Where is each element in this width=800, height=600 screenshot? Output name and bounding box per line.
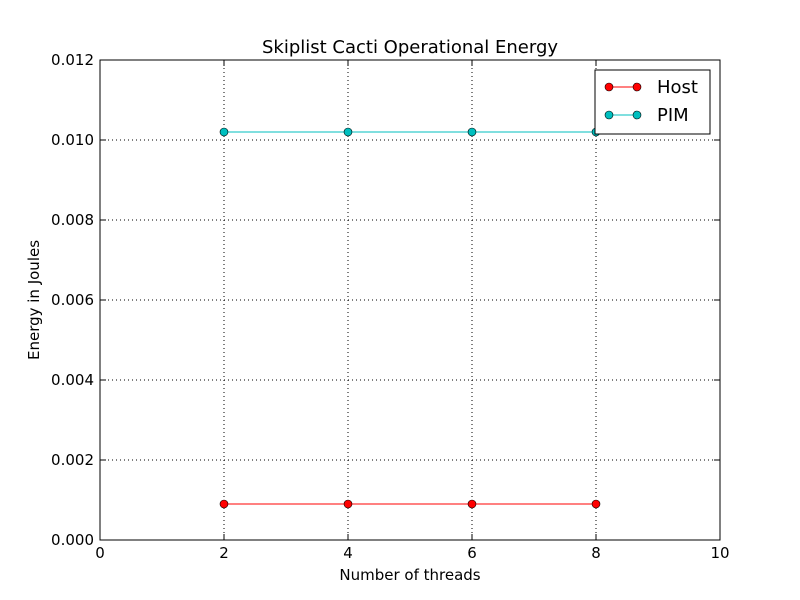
data-point-host <box>219 499 229 509</box>
x-tick-label: 6 <box>467 544 477 562</box>
legend-marker-host <box>632 82 642 92</box>
legend: Host PIM <box>594 69 711 135</box>
grid-lines <box>100 60 720 540</box>
y-tick-label: 0.012 <box>51 51 94 69</box>
x-tick-label: 8 <box>591 544 601 562</box>
axis-ticks: 0 2 4 6 8 10 0.000 0.002 0.004 0.006 0.008 0.010 0.0… <box>51 51 730 562</box>
data-point-host <box>467 499 477 509</box>
y-tick-label: 0.002 <box>51 451 94 469</box>
series-layer <box>219 127 601 509</box>
data-point-host <box>343 499 353 509</box>
data-point-host <box>591 499 601 509</box>
x-tick-label: 0 <box>95 544 105 562</box>
legend-label-host: Host <box>657 77 698 98</box>
y-tick-label: 0.010 <box>51 131 94 149</box>
data-point-pim <box>219 127 229 137</box>
x-axis-label: Number of threads <box>339 566 480 584</box>
legend-label-pim: PIM <box>657 105 689 126</box>
x-tick-label: 4 <box>343 544 353 562</box>
x-tick-label: 10 <box>710 544 729 562</box>
y-tick-label: 0.006 <box>51 291 94 309</box>
legend-marker-pim <box>632 110 642 120</box>
x-tick-label: 2 <box>219 544 229 562</box>
data-point-pim <box>467 127 477 137</box>
data-point-pim <box>343 127 353 137</box>
y-tick-label: 0.000 <box>51 531 94 549</box>
legend-box <box>594 69 711 135</box>
legend-marker-host <box>604 82 614 92</box>
y-tick-label: 0.004 <box>51 371 94 389</box>
legend-marker-pim <box>604 110 614 120</box>
y-tick-label: 0.008 <box>51 211 94 229</box>
y-axis-label: Energy in Joules <box>25 240 43 360</box>
chart-title: Skiplist Cacti Operational Energy <box>262 37 558 58</box>
